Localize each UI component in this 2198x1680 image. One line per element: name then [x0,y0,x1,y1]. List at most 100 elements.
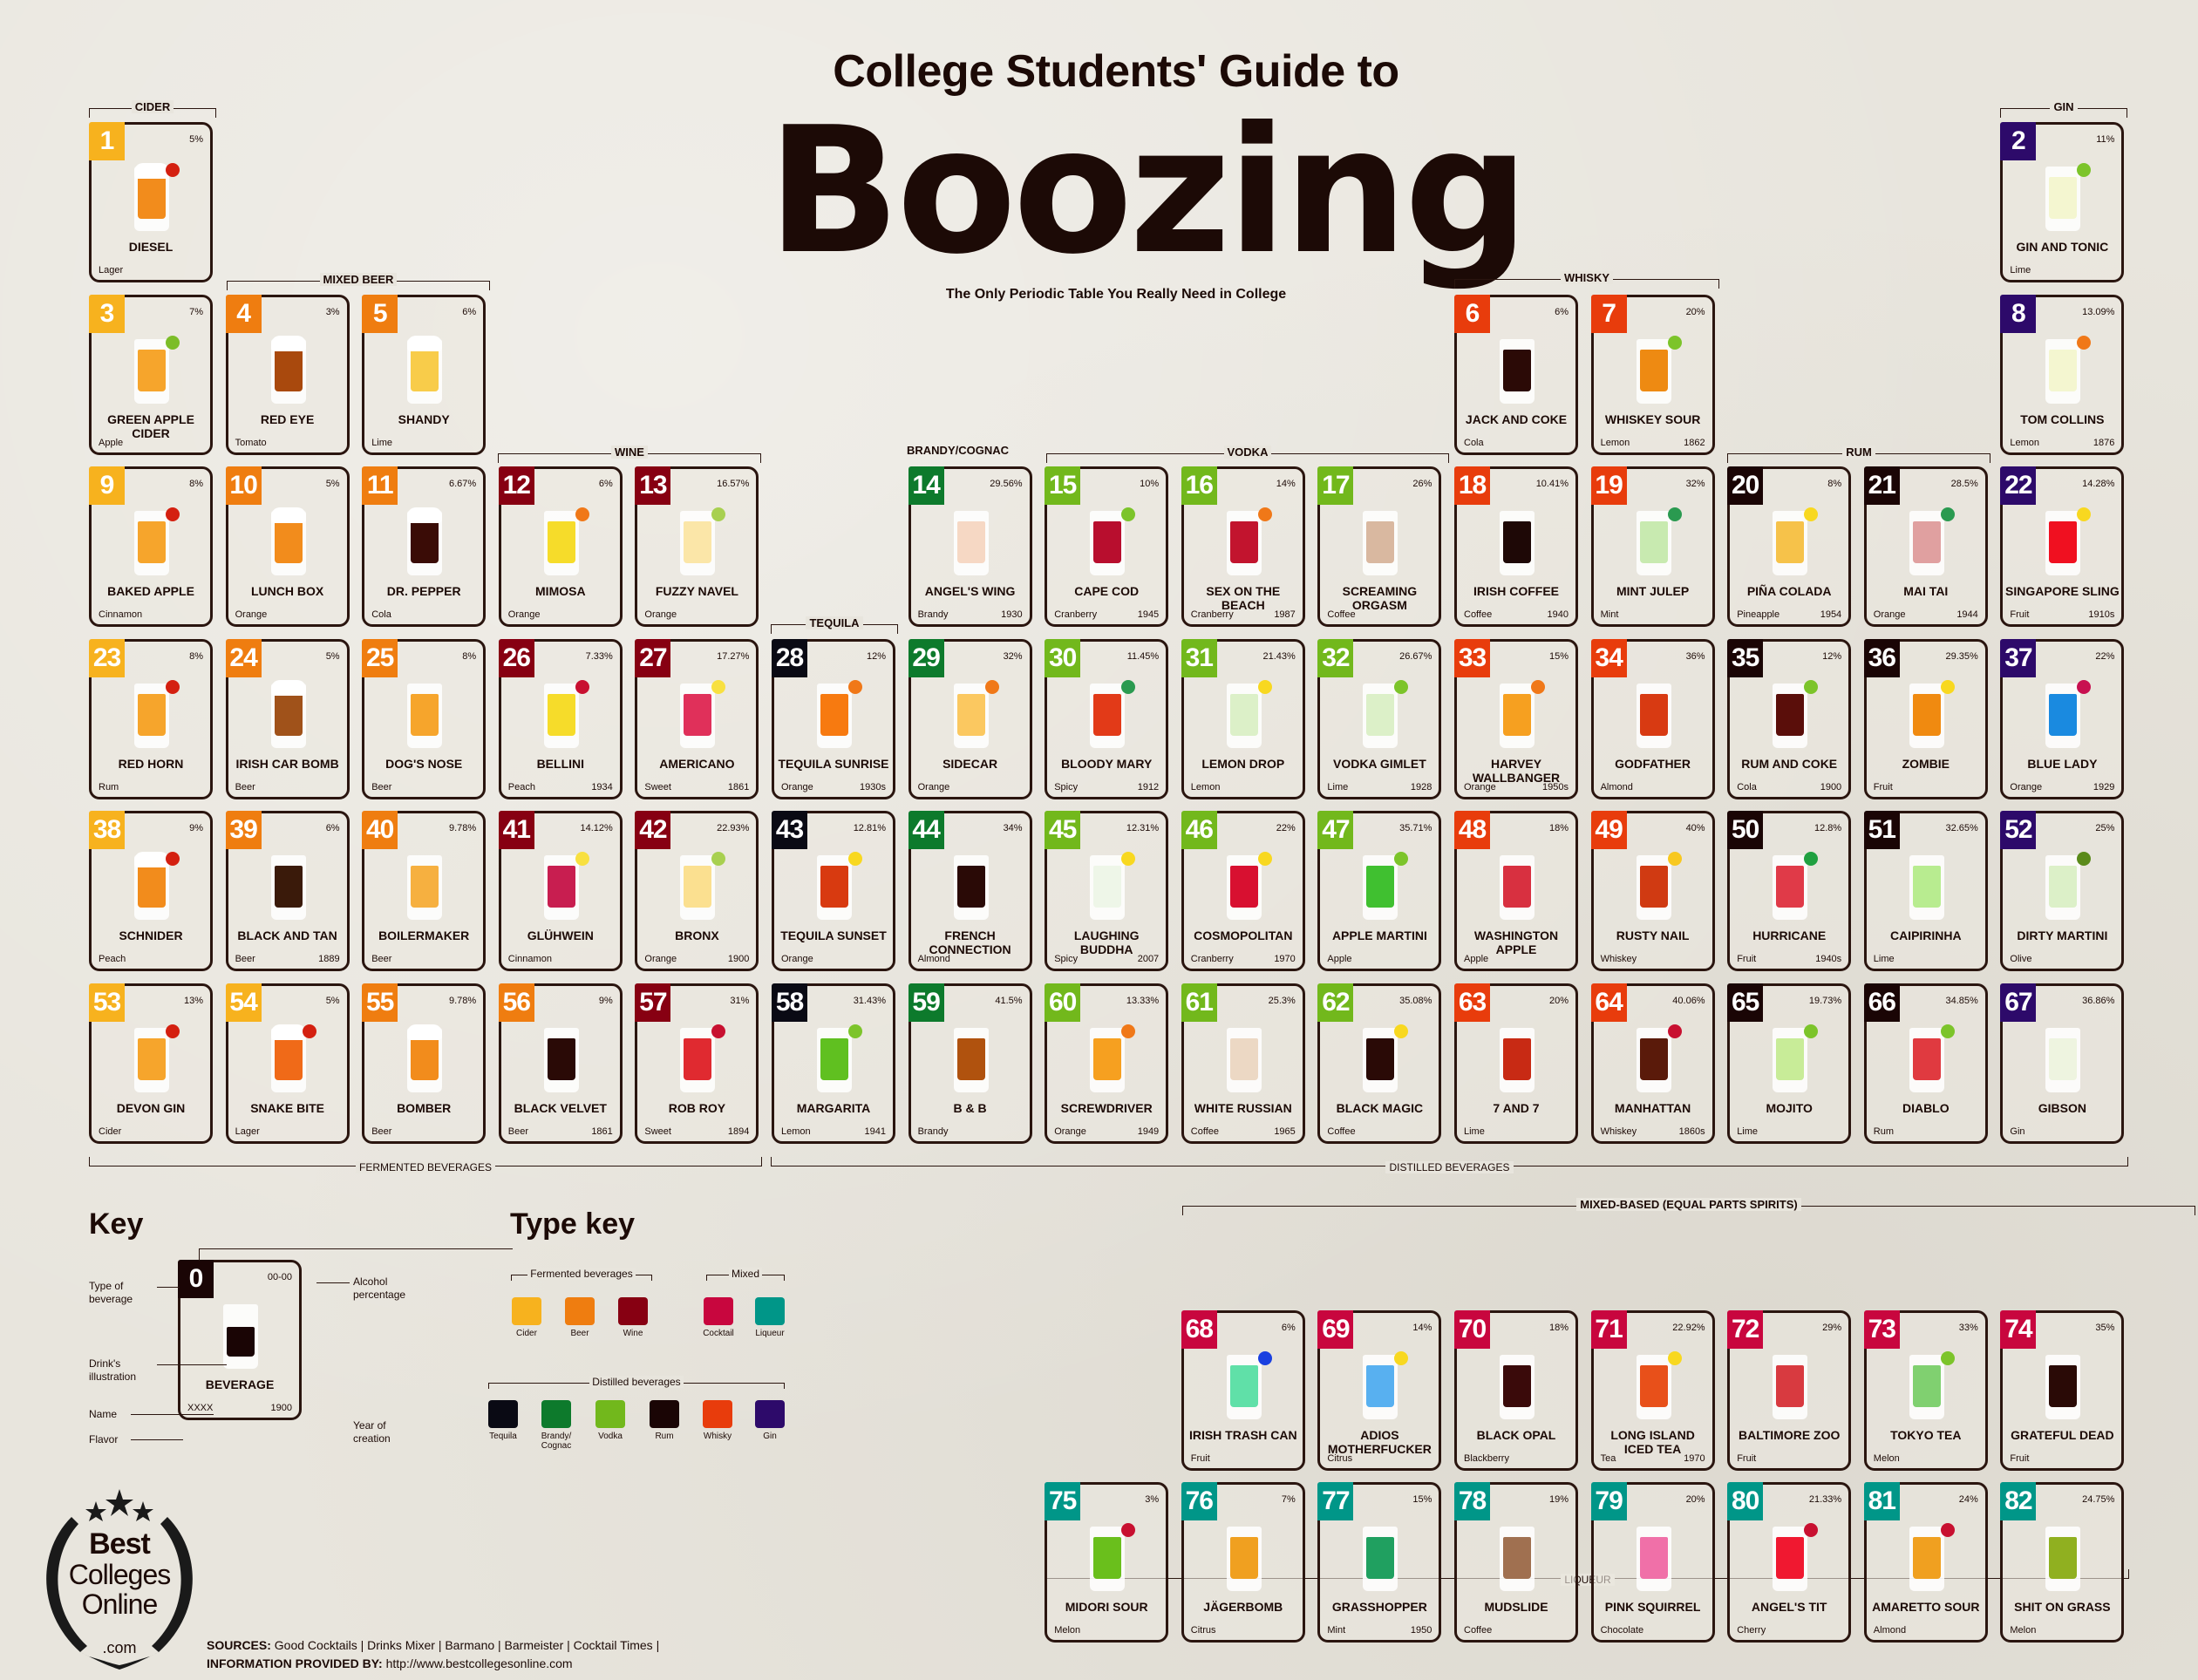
drink-card-tokyo-tea[interactable]: 73 33% TOKYO TEA Melon [1863,1309,1988,1471]
drink-illustration-icon [1493,852,1541,923]
drink-card-rob-roy[interactable]: 57 31% ROB ROY Sweet 1894 [635,983,759,1144]
drink-name: HURRICANE [1752,928,1827,942]
drink-flavor: Lager [99,265,124,275]
drink-card-amaretto-sour[interactable]: 81 24% AMARETTO SOUR Almond [1863,1482,1988,1643]
drink-card-americano[interactable]: 27 17.27% AMERICANO Sweet 1861 [635,638,759,799]
drink-name: MIDORI SOUR [1065,1600,1148,1615]
drink-card-angel-s-tit[interactable]: 80 21.33% ANGEL'S TIT Cherry [1727,1482,1852,1643]
drink-card-irish-trash-can[interactable]: 68 6% IRISH TRASH CAN Fruit [1181,1309,1305,1471]
drink-card-green-apple-cider[interactable]: 3 7% GREEN APPLE CIDER Apple [89,294,213,455]
drink-card-diablo[interactable]: 66 34.85% DIABLO Rum [1863,983,1988,1144]
drink-card-red-horn[interactable]: 23 8% RED HORN Rum [89,638,213,799]
drink-illustration-icon [1220,852,1272,923]
drink-card-harvey-wallbanger[interactable]: 33 15% HARVEY WALLBANGER Orange 1950s [1454,638,1578,799]
drink-card-diesel[interactable]: 1 5% DIESEL Lager [89,122,213,282]
drink-card-bloody-mary[interactable]: 30 11.45% BLOODY MARY Spicy 1912 [1045,638,1169,799]
drink-card-baked-apple[interactable]: 9 8% BAKED APPLE Cinnamon [89,466,213,627]
drink-card-lunch-box[interactable]: 10 5% LUNCH BOX Orange [225,466,350,627]
drink-card-screaming-orgasm[interactable]: 17 26% SCREAMING ORGASM Coffee [1317,466,1442,627]
drink-year: 1910s [2088,609,2115,620]
drink-card-mojito[interactable]: 65 19.73% MOJITO Lime [1727,983,1852,1144]
drink-card-red-eye[interactable]: 4 3% RED EYE Tomato [225,294,350,455]
drink-card-bomber[interactable]: 55 9.78% BOMBER Beer [362,983,487,1144]
drink-card-dr-pepper[interactable]: 11 6.67% DR. PEPPER Cola [362,466,487,627]
drink-card-tequila-sunrise[interactable]: 28 12% TEQUILA SUNRISE Orange 1930s [772,638,895,799]
drink-card-rum-and-coke[interactable]: 35 12% RUM AND COKE Cola 1900 [1727,638,1852,799]
drink-card-manhattan[interactable]: 64 40.06% MANHATTAN Whiskey 1860s [1590,983,1715,1144]
garnish-icon [1804,679,1819,694]
alcohol-percentage: 19% [1548,1494,1569,1506]
drink-card-laughing-buddha[interactable]: 45 12.31% LAUGHING BUDDHA Spicy 2007 [1045,811,1169,971]
drink-card-j-gerbomb[interactable]: 76 7% JÄGERBOMB Citrus [1181,1482,1305,1643]
drink-card-mai-tai[interactable]: 21 28.5% MAI TAI Orange 1944 [1863,466,1988,627]
drink-card-tom-collins[interactable]: 8 13.09% TOM COLLINS Lemon 1876 [2000,294,2125,455]
drink-card-jack-and-coke[interactable]: 6 6% JACK AND COKE Cola [1454,294,1578,455]
drink-card-midori-sour[interactable]: 75 3% MIDORI SOUR Melon [1045,1482,1169,1643]
drink-card-vodka-gimlet[interactable]: 32 26.67% VODKA GIMLET Lime 1928 [1317,638,1442,799]
drink-card-french-connection[interactable]: 44 34% FRENCH CONNECTION Almond [908,811,1032,971]
drink-card-tequila-sunset[interactable]: 43 12.81% TEQUILA SUNSET Orange [772,811,895,971]
drink-card-singapore-sling[interactable]: 22 14.28% SINGAPORE SLING Fruit 1910s [2000,466,2125,627]
drink-card-b-b[interactable]: 59 41.5% B & B Brandy [908,983,1032,1144]
drink-card-dog-s-nose[interactable]: 25 8% DOG'S NOSE Beer [362,638,487,799]
drink-card-sex-on-the-beach[interactable]: 16 14% SEX ON THE BEACH Cranberry 1987 [1181,466,1305,627]
drink-card-irish-car-bomb[interactable]: 24 5% IRISH CAR BOMB Beer [225,638,350,799]
drink-card-bellini[interactable]: 26 7.33% BELLINI Peach 1934 [498,638,623,799]
drink-name: ADIOS MOTHERFUCKER [1327,1427,1432,1456]
drink-card-washington-apple[interactable]: 48 18% WASHINGTON APPLE Apple [1454,811,1578,971]
drink-card-pink-squirrel[interactable]: 79 20% PINK SQUIRREL Chocolate [1590,1482,1715,1643]
drink-card-cape-cod[interactable]: 15 10% CAPE COD Cranberry 1945 [1045,466,1169,627]
drink-card-7-and-7[interactable]: 63 20% 7 AND 7 Lime [1454,983,1578,1144]
drink-flavor: Blackberry [1464,1452,1509,1464]
drink-card-gibson[interactable]: 67 36.86% GIBSON Gin [2000,983,2125,1144]
alcohol-percentage: 29.56% [990,479,1023,489]
drink-card-angel-s-wing[interactable]: 14 29.56% ANGEL'S WING Brandy 1930 [908,466,1032,627]
drink-card-blue-lady[interactable]: 37 22% BLUE LADY Orange 1929 [2000,638,2125,799]
drink-card-baltimore-zoo[interactable]: 72 29% BALTIMORE ZOO Fruit [1727,1309,1852,1471]
drink-card-grateful-dead[interactable]: 74 35% GRATEFUL DEAD Fruit [2000,1309,2125,1471]
drink-card-bronx[interactable]: 42 22.93% BRONX Orange 1900 [635,811,759,971]
drink-card-boilermaker[interactable]: 40 9.78% BOILERMAKER Beer [362,811,487,971]
drink-card-gin-and-tonic[interactable]: 2 11% GIN AND TONIC Lime [2000,122,2125,282]
drink-card-black-and-tan[interactable]: 39 6% BLACK AND TAN Beer 1889 [225,811,350,971]
drink-card-shit-on-grass[interactable]: 82 24.75% SHIT ON GRASS Melon [2000,1482,2125,1643]
drink-card-godfather[interactable]: 34 36% GODFATHER Almond [1590,638,1715,799]
drink-card-black-magic[interactable]: 62 35.08% BLACK MAGIC Coffee [1317,983,1442,1144]
drink-name: SEX ON THE BEACH [1206,584,1281,612]
drink-card-pi-a-colada[interactable]: 20 8% PIÑA COLADA Pineapple 1954 [1727,466,1852,627]
drink-card-zombie[interactable]: 36 29.35% ZOMBIE Fruit [1863,638,1988,799]
drink-card-black-velvet[interactable]: 56 9% BLACK VELVET Beer 1861 [498,983,623,1144]
drink-card-fuzzy-navel[interactable]: 13 16.57% FUZZY NAVEL Orange [635,466,759,627]
drink-card-screwdriver[interactable]: 60 13.33% SCREWDRIVER Orange 1949 [1045,983,1169,1144]
drink-card-margarita[interactable]: 58 31.43% MARGARITA Lemon 1941 [772,983,895,1144]
drink-card-gl-hwein[interactable]: 41 14.12% GLÜHWEIN Cinnamon [498,811,623,971]
drink-card-devon-gin[interactable]: 53 13% DEVON GIN Cider [89,983,213,1144]
drink-illustration-icon [1220,679,1272,752]
drink-card-sidecar[interactable]: 29 32% SIDECAR Orange [908,638,1032,799]
drink-card-lemon-drop[interactable]: 31 21.43% LEMON DROP Lemon [1181,638,1305,799]
drink-card-white-russian[interactable]: 61 25.3% WHITE RUSSIAN Coffee 1965 [1181,983,1305,1144]
drink-card-caipirinha[interactable]: 51 32.65% CAIPIRINHA Lime [1863,811,1988,971]
drink-card-hurricane[interactable]: 50 12.8% HURRICANE Fruit 1940s [1727,811,1852,971]
drink-card-whiskey-sour[interactable]: 7 20% WHISKEY SOUR Lemon 1862 [1590,294,1715,455]
drink-card-dirty-martini[interactable]: 52 25% DIRTY MARTINI Olive [2000,811,2125,971]
drink-card-irish-coffee[interactable]: 18 10.41% IRISH COFFEE Coffee 1940 [1454,466,1578,627]
drink-card-shandy[interactable]: 5 6% SHANDY Lime [362,294,487,455]
drink-card-adios-motherfucker[interactable]: 69 14% ADIOS MOTHERFUCKER Citrus [1317,1309,1442,1471]
drink-card-mint-julep[interactable]: 19 32% MINT JULEP Mint [1590,466,1715,627]
drink-card-mudslide[interactable]: 78 19% MUDSLIDE Coffee [1454,1482,1578,1643]
drink-card-snake-bite[interactable]: 54 5% SNAKE BITE Lager [225,983,350,1144]
drink-card-cosmopolitan[interactable]: 46 22% COSMOPOLITAN Cranberry 1970 [1181,811,1305,971]
drink-card-apple-martini[interactable]: 47 35.71% APPLE MARTINI Apple [1317,811,1442,971]
drink-card-grasshopper[interactable]: 77 15% GRASSHOPPER Mint 1950 [1317,1482,1442,1643]
drink-number: 45 [1045,811,1081,849]
drink-card-rusty-nail[interactable]: 49 40% RUSTY NAIL Whiskey [1590,811,1715,971]
drink-number: 46 [1181,811,1217,849]
drink-card-long-island-iced-tea[interactable]: 71 22.92% LONG ISLAND ICED TEA Tea 1970 [1590,1309,1715,1471]
alcohol-percentage: 18% [1548,1322,1569,1333]
drink-card-mimosa[interactable]: 12 6% MIMOSA Orange [498,466,623,627]
drink-card-black-opal[interactable]: 70 18% BLACK OPAL Blackberry [1454,1309,1578,1471]
drink-card-schnider[interactable]: 38 9% SCHNIDER Peach [89,811,213,971]
fermented-label: Fermented beverages [511,1268,652,1281]
provided-link[interactable]: http://www.bestcollegesonline.com [385,1656,573,1670]
